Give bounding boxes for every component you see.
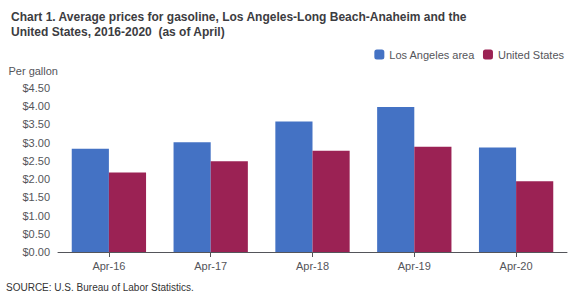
svg-text:SOURCE: U.S. Bureau of Labor S: SOURCE: U.S. Bureau of Labor Statistics.: [6, 282, 194, 293]
svg-text:Apr-20: Apr-20: [500, 260, 533, 272]
svg-text:Apr-17: Apr-17: [194, 260, 227, 272]
svg-text:Apr-19: Apr-19: [398, 260, 431, 272]
svg-text:$4.00: $4.00: [22, 100, 50, 112]
svg-text:$2.00: $2.00: [22, 173, 50, 185]
svg-text:$2.50: $2.50: [22, 155, 50, 167]
svg-text:Chart 1. Average prices for ga: Chart 1. Average prices for gasoline, Lo…: [11, 10, 467, 24]
svg-text:$3.50: $3.50: [22, 118, 50, 130]
svg-text:Apr-16: Apr-16: [92, 260, 125, 272]
svg-text:$1.50: $1.50: [22, 191, 50, 203]
svg-text:$3.00: $3.00: [22, 137, 50, 149]
svg-text:Los Angeles area: Los Angeles area: [389, 49, 475, 61]
svg-text:$4.50: $4.50: [22, 82, 50, 94]
svg-text:Per gallon: Per gallon: [8, 65, 58, 77]
svg-text:Apr-18: Apr-18: [296, 260, 329, 272]
svg-text:United States, 2016-2020 (as: United States, 2016-2020 (as of April): [11, 25, 225, 39]
svg-text:$1.00: $1.00: [22, 210, 50, 222]
svg-text:$0.00: $0.00: [22, 246, 50, 258]
svg-text:$0.50: $0.50: [22, 228, 50, 240]
svg-text:United States: United States: [498, 49, 565, 61]
